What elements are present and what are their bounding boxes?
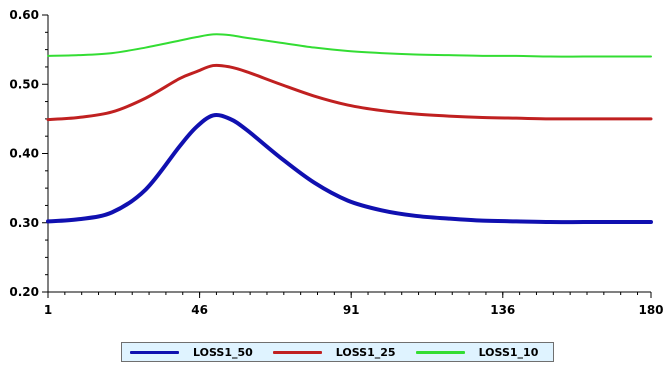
legend-item-loss1-25: LOSS1_25 <box>272 342 396 362</box>
legend: LOSS1_50 LOSS1_25 LOSS1_10 <box>121 342 554 362</box>
legend-label-loss1-25: LOSS1_25 <box>335 345 396 359</box>
legend-swatch-loss1-10 <box>415 350 465 354</box>
series-line-loss1-25 <box>46 63 653 122</box>
x-tick-label: 91 <box>343 303 360 317</box>
y-tick-label: 0.30 <box>9 216 39 230</box>
x-tick-label: 46 <box>191 303 208 317</box>
y-tick-label: 0.20 <box>9 285 39 299</box>
series-line-loss1-10 <box>47 33 652 58</box>
legend-label-loss1-10: LOSS1_10 <box>478 345 539 359</box>
y-axis-ticks: 0.20 0.30 0.40 0.50 0.60 <box>9 8 48 299</box>
x-tick-label: 1 <box>44 303 52 317</box>
x-tick-label: 136 <box>490 303 515 317</box>
x-tick-label: 180 <box>638 303 663 317</box>
series-line-loss1-50 <box>46 113 653 225</box>
y-tick-label: 0.40 <box>9 147 39 161</box>
x-axis-ticks: 1 46 91 136 180 <box>44 292 664 317</box>
legend-item-loss1-50: LOSS1_50 <box>130 342 253 362</box>
legend-label-loss1-50: LOSS1_50 <box>193 345 253 359</box>
y-tick-label: 0.60 <box>9 8 39 22</box>
legend-swatch-loss1-50 <box>130 350 179 354</box>
legend-swatch-loss1-25 <box>272 350 322 354</box>
legend-item-loss1-10: LOSS1_10 <box>415 342 539 362</box>
series-lines <box>46 33 653 225</box>
y-tick-label: 0.50 <box>9 77 39 91</box>
